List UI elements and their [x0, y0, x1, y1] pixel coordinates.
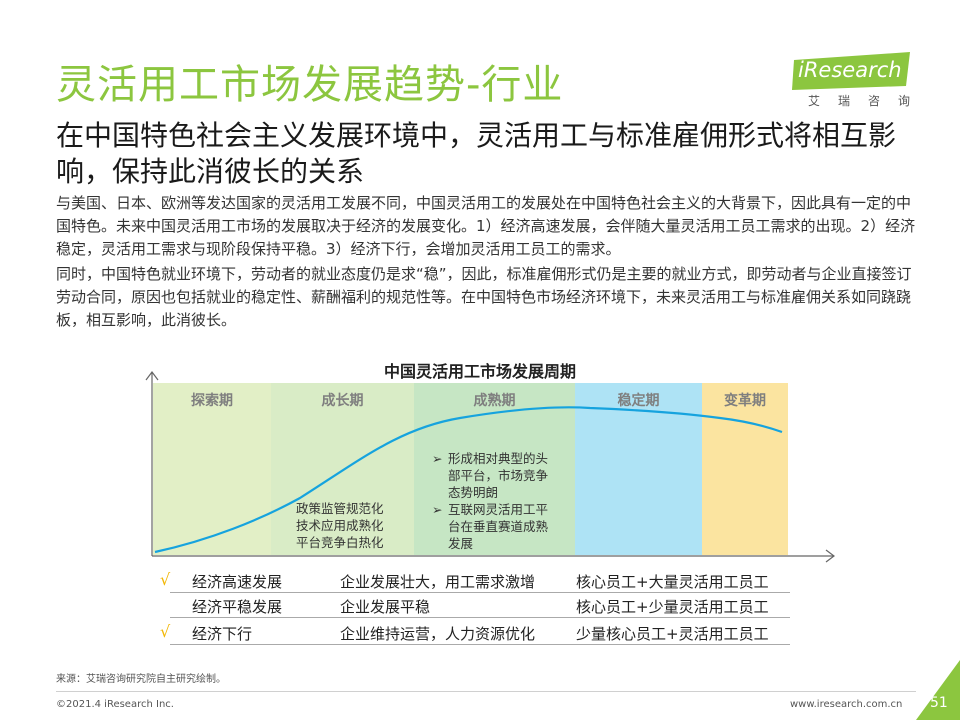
scenario-enterprise: 企业发展平稳 [340, 598, 431, 616]
page-subtitle: 在中国特色社会主义发展环境中，灵活用工与标准雇佣形式将相互影响，保持此消彼长的关… [56, 119, 897, 188]
mature-note: ➢ 形成相对典型的头 部平台，市场竞争 态势明朗 ➢ 互联网灵活用工平 台在垂直… [432, 450, 548, 552]
scenario-enterprise: 企业维持运营，人力资源优化 [340, 625, 536, 643]
phase-band-stable [575, 383, 702, 555]
mature-note-line: 台在垂直赛道成熟 [448, 519, 549, 534]
growth-note-line: 技术应用成熟化 [296, 518, 384, 533]
iresearch-logo: iResearch 艾瑞咨询 [790, 40, 915, 110]
body-paragraph-1: 与美国、日本、欧洲等发达国家的灵活用工发展不同，中国灵活用工的发展处在中国特色社… [56, 194, 916, 258]
site-link[interactable]: www.iresearch.com.cn [790, 699, 903, 710]
logo-wordmark: iResearch [798, 58, 902, 82]
phase-band-explore [153, 383, 271, 555]
growth-note-line: 政策监管规范化 [296, 501, 384, 516]
chart-title: 中国灵活用工市场发展周期 [383, 362, 576, 381]
scenario-staffing: 核心员工+大量灵活用工员工 [576, 573, 769, 591]
development-curve [154, 406, 783, 554]
phase-label-growth: 成长期 [321, 393, 364, 409]
y-axis-arrow-icon [145, 371, 159, 381]
page-number: 51 [930, 695, 948, 711]
growth-note-line: 平台竞争白热化 [296, 535, 384, 550]
scenario-row: 经济高速发展 企业发展壮大，用工需求激增 核心员工+大量灵活用工员工 [170, 570, 790, 593]
scenario-staffing: 核心员工+少量灵活用工员工 [576, 598, 769, 616]
footer-divider [56, 691, 916, 692]
mature-note-line: 形成相对典型的头 [448, 451, 549, 466]
phase-band-growth [271, 383, 414, 555]
phase-band-mature [414, 383, 575, 555]
scenario-economy: 经济下行 [192, 625, 253, 643]
mature-note-item: ➢ 形成相对典型的头 部平台，市场竞争 态势明朗 [432, 450, 548, 501]
source-note: 来源：艾瑞咨询研究院自主研究绘制。 [56, 674, 226, 685]
mature-note-line: 态势明朗 [448, 485, 499, 500]
phase-band-transform [702, 383, 788, 555]
mature-note-line: 部平台，市场竞争 [448, 468, 549, 483]
mature-note-item: ➢ 互联网灵活用工平 台在垂直赛道成熟 发展 [432, 501, 548, 552]
bullet-arrow-icon: ➢ [432, 451, 443, 466]
phase-label-transform: 变革期 [724, 393, 766, 409]
scenario-economy: 经济高速发展 [192, 573, 283, 591]
page-corner-icon [916, 660, 960, 720]
growth-note: 政策监管规范化 技术应用成熟化 平台竞争白热化 [296, 500, 384, 551]
mature-note-line: 互联网灵活用工平 [448, 502, 549, 517]
page-title: 灵活用工市场发展趋势-行业 [56, 62, 564, 108]
logo-subtitle: 艾瑞咨询 [808, 94, 929, 108]
scenario-row: 经济平稳发展 企业发展平稳 核心员工+少量灵活用工员工 [170, 595, 790, 618]
phase-label-explore: 探索期 [191, 393, 233, 409]
scenario-enterprise: 企业发展壮大，用工需求激增 [340, 573, 536, 591]
scenario-staffing: 少量核心员工+灵活用工员工 [576, 625, 769, 643]
mature-note-line: 发展 [448, 536, 474, 551]
check-mark-icon: √ [160, 570, 171, 589]
scenario-economy: 经济平稳发展 [192, 598, 283, 616]
phase-label-stable: 稳定期 [617, 393, 660, 409]
phase-label-mature: 成熟期 [473, 393, 516, 409]
scenario-row: 经济下行 企业维持运营，人力资源优化 少量核心员工+灵活用工员工 [170, 622, 790, 645]
x-axis-arrow-icon [825, 549, 835, 563]
logo-badge-icon [792, 52, 910, 90]
copyright-text: ©2021.4 iResearch Inc. [56, 699, 174, 710]
check-mark-icon: √ [160, 622, 171, 641]
bullet-arrow-icon: ➢ [432, 502, 443, 517]
body-paragraph-2: 同时，中国特色就业环境下，劳动者的就业态度仍是求“稳”，因此，标准雇佣形式仍是主… [56, 265, 912, 329]
